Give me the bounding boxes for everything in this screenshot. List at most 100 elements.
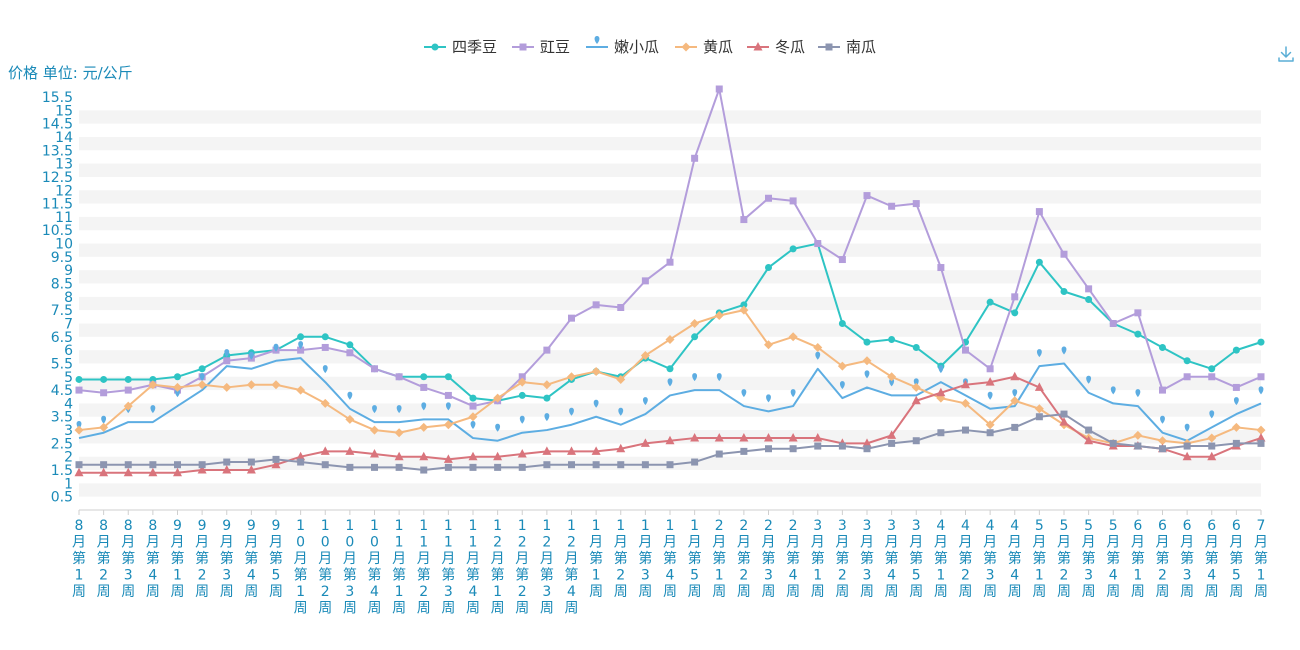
- data-point: [468, 451, 478, 461]
- y-tick-label: 8: [64, 290, 73, 306]
- data-point: [666, 461, 674, 469]
- data-point: [1256, 425, 1266, 435]
- y-tick-label: 14.5: [42, 117, 73, 133]
- y-tick-label: 13.5: [42, 143, 73, 159]
- grid-band: [79, 296, 1261, 311]
- legend-marker: [431, 43, 439, 51]
- data-point: [1159, 386, 1166, 394]
- data-point: [321, 461, 329, 469]
- data-point: [740, 301, 748, 309]
- data-point: [1109, 439, 1117, 447]
- x-tick-label: 1 0 月第 2 周: [318, 518, 332, 617]
- download-icon[interactable]: [1276, 44, 1296, 64]
- data-point: [372, 405, 377, 414]
- y-tick-label: 7.5: [51, 303, 73, 319]
- data-point: [345, 446, 355, 455]
- data-point: [1011, 293, 1019, 301]
- data-point: [665, 435, 675, 445]
- data-point: [641, 461, 649, 469]
- data-point: [517, 449, 527, 458]
- data-point: [1012, 389, 1018, 398]
- data-point: [174, 461, 181, 469]
- legend-item-1[interactable]: 四季豆: [424, 38, 497, 56]
- data-point: [985, 420, 995, 430]
- data-point: [248, 351, 254, 360]
- data-point: [99, 422, 109, 432]
- x-tick-label: 2 月第 1 周: [712, 518, 726, 600]
- data-point: [175, 389, 180, 398]
- data-point: [692, 373, 698, 382]
- data-point: [1011, 423, 1019, 431]
- data-point: [123, 401, 133, 411]
- series-layer: [74, 85, 1266, 477]
- data-point: [986, 365, 994, 373]
- data-point: [1085, 285, 1093, 293]
- data-point: [420, 383, 428, 391]
- x-tick-label: 5 月第 4 周: [1106, 518, 1120, 600]
- grid-band: [79, 216, 1261, 231]
- data-point: [888, 439, 896, 447]
- data-point: [518, 391, 526, 399]
- data-point: [591, 446, 601, 455]
- series-line: [78, 357, 1262, 442]
- y-tick-label: 11.5: [42, 197, 73, 213]
- data-point: [1208, 442, 1216, 450]
- y-tick-label: 1.5: [51, 463, 73, 479]
- x-tick-label: 1 月第 4 周: [663, 518, 677, 600]
- legend-label: 豇豆: [540, 38, 570, 56]
- data-point: [911, 382, 921, 392]
- legend-item-4[interactable]: 黄瓜: [675, 38, 733, 56]
- x-tick-label: 1 2 月第 1 周: [491, 518, 505, 617]
- x-tick-label: 4 月第 4 周: [1008, 518, 1022, 600]
- data-point: [322, 365, 328, 374]
- grid-band: [79, 110, 1261, 124]
- legend-marker: [825, 43, 833, 51]
- legend-item-3[interactable]: 嫩小瓜: [586, 36, 659, 56]
- data-point: [1035, 258, 1043, 266]
- y-tick-label: 14: [55, 130, 73, 146]
- x-tick-label: 1 1 月第 4 周: [466, 518, 480, 617]
- data-point: [1207, 433, 1217, 443]
- x-tick-label: 1 2 月第 4 周: [565, 518, 579, 617]
- data-point: [75, 386, 83, 394]
- data-point: [394, 451, 404, 461]
- y-tick-label: 2: [64, 450, 73, 466]
- legend-item-5[interactable]: 冬瓜: [747, 38, 805, 56]
- legend-item-6[interactable]: 南瓜: [818, 38, 876, 56]
- x-tick-label: 4 月第 3 周: [983, 518, 997, 600]
- y-tick-label: 9: [64, 263, 73, 279]
- data-point: [1035, 413, 1043, 421]
- data-point: [173, 382, 182, 392]
- data-point: [1010, 396, 1020, 406]
- data-point: [495, 423, 501, 432]
- data-point: [716, 373, 722, 382]
- data-point: [124, 375, 132, 383]
- data-point: [616, 374, 626, 384]
- data-point: [493, 451, 503, 461]
- data-point: [765, 194, 772, 202]
- x-tick-label: 6 月第 1 周: [1131, 518, 1145, 600]
- data-point: [790, 389, 796, 398]
- grid-band: [79, 323, 1261, 337]
- data-point: [666, 365, 674, 373]
- data-point: [246, 465, 256, 474]
- data-point: [75, 461, 83, 469]
- data-point: [691, 458, 699, 466]
- x-tick-label: 8 月第 1 周: [72, 518, 86, 600]
- data-point: [420, 466, 428, 474]
- y-axis-unit-label: 价格 单位: 元/公斤: [8, 64, 133, 82]
- x-tick-label: 8 月第 4 周: [146, 518, 160, 600]
- data-point: [1059, 417, 1069, 426]
- x-tick-label: 1 月第 1 周: [589, 518, 603, 600]
- x-tick-label: 8 月第 3 周: [121, 518, 135, 600]
- data-point: [1061, 346, 1067, 355]
- data-point: [346, 463, 354, 471]
- data-point: [568, 314, 575, 322]
- data-point: [1258, 386, 1264, 395]
- data-point: [199, 373, 205, 382]
- data-point: [543, 346, 551, 354]
- data-point: [640, 438, 650, 447]
- data-point: [347, 391, 353, 400]
- legend-item-2[interactable]: 豇豆: [512, 38, 570, 56]
